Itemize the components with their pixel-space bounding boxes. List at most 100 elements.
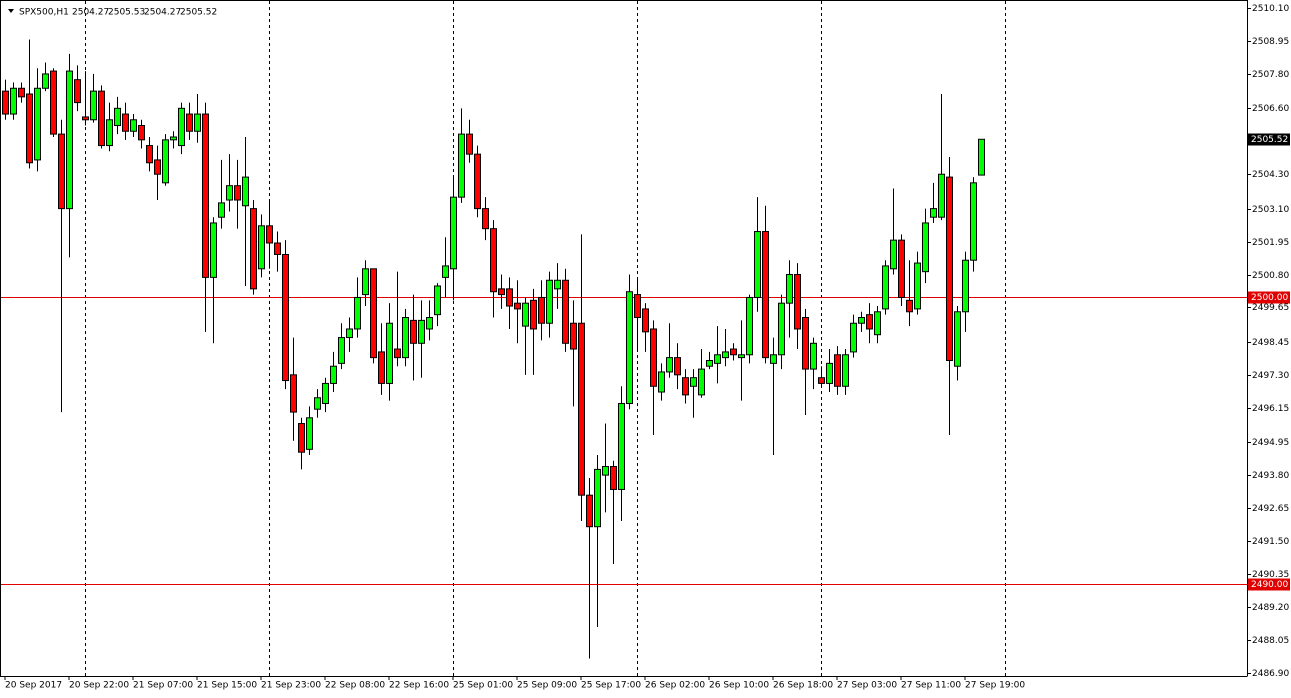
- candle-body: [170, 136, 177, 141]
- candle-body: [586, 494, 593, 528]
- y-tick-label: 2504.30: [1252, 170, 1289, 180]
- candle-body: [314, 397, 321, 410]
- candle-body: [538, 296, 545, 324]
- candle-body: [418, 319, 425, 344]
- candle-body: [818, 377, 825, 384]
- candle-body: [498, 288, 505, 296]
- candle-body: [18, 87, 25, 98]
- candle-body: [106, 119, 113, 147]
- candle-body: [938, 173, 945, 218]
- y-tick-label: 2503.10: [1252, 205, 1289, 215]
- candle-body: [482, 208, 489, 230]
- candle-body: [370, 268, 377, 359]
- candle-body: [458, 133, 465, 198]
- y-tick-label: 2500.80: [1252, 271, 1289, 281]
- candle-body: [2, 90, 9, 115]
- candle-body: [74, 79, 81, 104]
- candle-body: [114, 107, 121, 127]
- candle-body: [626, 291, 633, 404]
- candle-body: [786, 274, 793, 304]
- candle-body: [186, 113, 193, 132]
- menu-arrow[interactable]: [8, 9, 14, 13]
- candle-body: [554, 279, 561, 290]
- candle-body: [578, 322, 585, 496]
- candle-body: [546, 279, 553, 324]
- x-tick-label: 26 Sep 18:00: [773, 681, 833, 691]
- candle-body: [834, 354, 841, 387]
- candle-body: [322, 382, 329, 404]
- candle-body: [658, 371, 665, 393]
- y-tick-label: 2497.30: [1252, 371, 1289, 381]
- candle-body: [394, 348, 401, 359]
- candle-body: [290, 374, 297, 413]
- candle-body: [442, 265, 449, 278]
- y-tick-label: 2490.35: [1252, 570, 1289, 580]
- header-open: 2504.27: [72, 8, 109, 18]
- y-tick-label: 2494.95: [1252, 438, 1289, 448]
- y-tick-label: 2486.90: [1252, 669, 1289, 679]
- candle-body: [130, 119, 137, 132]
- x-tick-label: 27 Sep 03:00: [837, 681, 897, 691]
- level-label-box: [1248, 578, 1290, 591]
- candle-body: [874, 311, 881, 336]
- candle-body: [178, 107, 185, 147]
- candle-body: [698, 368, 705, 396]
- candle-body: [450, 196, 457, 270]
- candle-body: [642, 308, 649, 333]
- candle-body: [266, 225, 273, 244]
- candle-body: [122, 113, 129, 132]
- candle-body: [594, 468, 601, 528]
- candle-body: [210, 222, 217, 278]
- candle-body: [282, 253, 289, 382]
- candle-body: [514, 302, 521, 310]
- candle-body: [490, 228, 497, 293]
- x-tick-label: 22 Sep 08:00: [325, 681, 385, 691]
- candle-body: [674, 357, 681, 376]
- chart-title: SPX500,H1: [19, 8, 69, 18]
- candle-body: [570, 322, 577, 350]
- candle-body: [738, 354, 745, 359]
- candle-body: [962, 259, 969, 313]
- candle-body: [330, 365, 337, 384]
- candle-body: [610, 466, 617, 490]
- candle-body: [762, 231, 769, 359]
- level-label: 2500.00: [1251, 293, 1288, 303]
- candle-body: [426, 317, 433, 330]
- candle-body: [58, 133, 65, 210]
- candle-body: [34, 87, 41, 161]
- x-tick-label: 26 Sep 10:00: [709, 681, 769, 691]
- x-tick-label: 25 Sep 09:00: [517, 681, 577, 691]
- candle-body: [858, 317, 865, 324]
- candle-body: [250, 208, 257, 290]
- x-tick-label: 20 Sep 2017: [5, 681, 62, 691]
- candle-body: [690, 377, 697, 387]
- candle-body: [10, 87, 17, 115]
- candle-body: [666, 357, 673, 373]
- candle-body: [338, 337, 345, 364]
- candle-body: [754, 231, 761, 298]
- y-tick-label: 2499.65: [1252, 303, 1289, 313]
- x-tick-label: 27 Sep 19:00: [965, 681, 1025, 691]
- candle-body: [890, 239, 897, 270]
- candle-body: [770, 354, 777, 364]
- candle-body: [346, 328, 353, 339]
- candle-body: [970, 182, 977, 261]
- y-tick-label: 2510.10: [1252, 4, 1289, 14]
- candle-body: [274, 242, 281, 255]
- candle-body: [826, 362, 833, 384]
- y-tick-label: 2498.45: [1252, 338, 1289, 348]
- candle-body: [226, 185, 233, 201]
- candle-body: [850, 322, 857, 353]
- candle-body: [746, 296, 753, 356]
- candle-body: [722, 351, 729, 359]
- level-label-box: [1248, 291, 1290, 304]
- candle-body: [298, 423, 305, 453]
- candle-body: [898, 239, 905, 298]
- price-label-box: [1248, 133, 1290, 146]
- candle-body: [922, 222, 929, 273]
- candle-body: [530, 299, 537, 330]
- x-tick-label: 27 Sep 11:00: [901, 681, 961, 691]
- candle-body: [794, 274, 801, 330]
- x-tick-label: 21 Sep 15:00: [197, 681, 257, 691]
